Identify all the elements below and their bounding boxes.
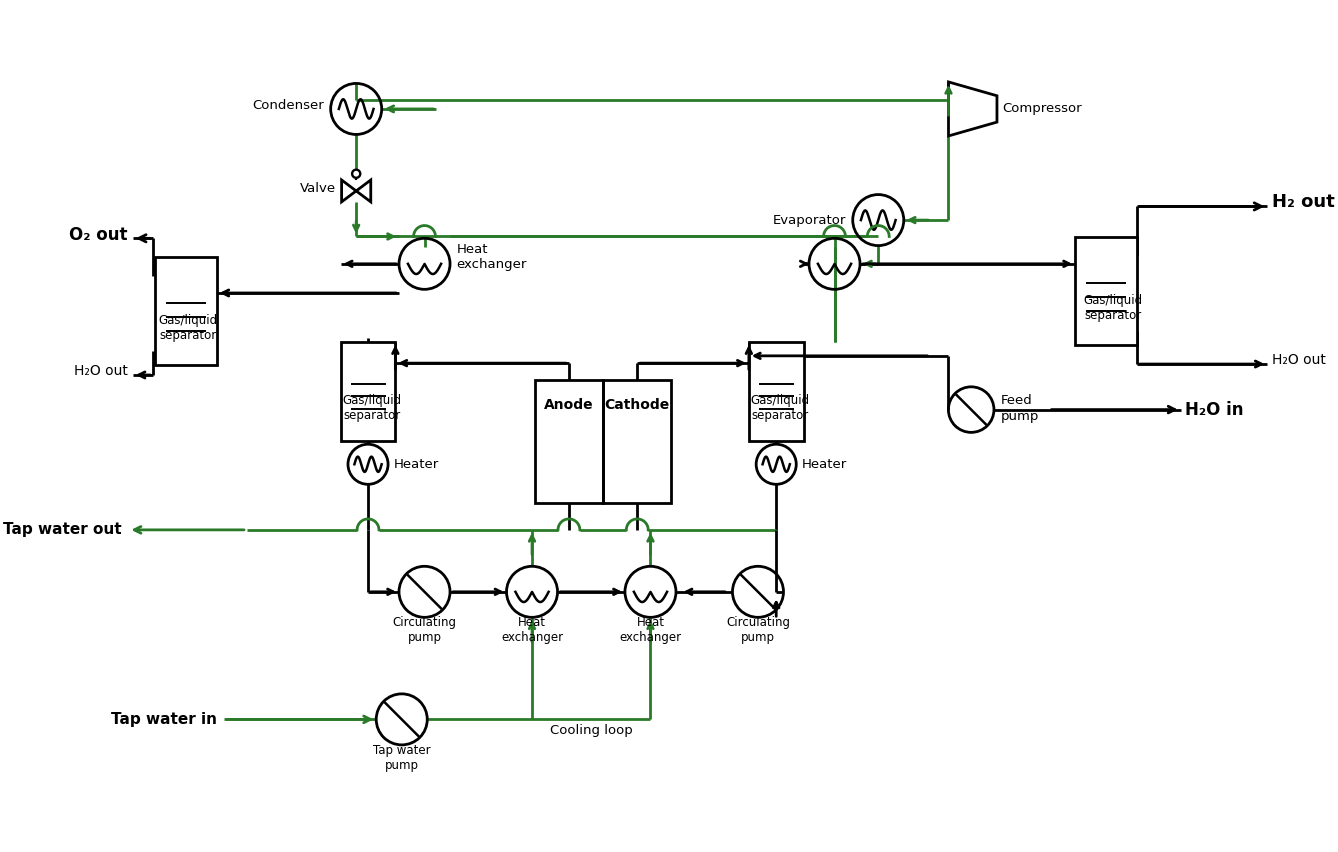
Text: Tap water in: Tap water in (111, 712, 217, 727)
Text: O₂ out: O₂ out (70, 226, 127, 244)
Text: Cooling loop: Cooling loop (550, 724, 633, 737)
Text: H₂O out: H₂O out (74, 365, 127, 378)
Text: Condenser: Condenser (253, 99, 324, 112)
Text: Cathode: Cathode (605, 398, 670, 412)
Text: Feed: Feed (1001, 394, 1032, 407)
Bar (1074, 238, 1137, 345)
Text: Heater: Heater (801, 458, 847, 471)
Bar (341, 343, 395, 440)
Bar (155, 257, 217, 365)
Text: Circulating
pump: Circulating pump (392, 616, 456, 644)
Text: Compressor: Compressor (1002, 102, 1082, 115)
Text: Gas/liquid
separator: Gas/liquid separator (343, 394, 401, 422)
Text: Gas/liquid
separator: Gas/liquid separator (751, 394, 809, 422)
Text: Tap water
pump: Tap water pump (373, 744, 431, 772)
Text: Heater: Heater (393, 458, 439, 471)
Text: Heat
exchanger: Heat exchanger (456, 243, 527, 271)
Text: Circulating
pump: Circulating pump (727, 616, 789, 644)
Text: Evaporator: Evaporator (773, 214, 847, 227)
Text: pump: pump (1001, 411, 1038, 423)
Text: Tap water out: Tap water out (4, 522, 122, 538)
Text: Heat
exchanger: Heat exchanger (500, 616, 563, 644)
Text: Heat
exchanger: Heat exchanger (619, 616, 681, 644)
Text: H₂O out: H₂O out (1272, 354, 1326, 367)
Text: H₂O in: H₂O in (1185, 400, 1244, 418)
Text: Gas/liquid
separator: Gas/liquid separator (158, 314, 217, 342)
Text: Gas/liquid
separator: Gas/liquid separator (1084, 294, 1143, 321)
Bar (535, 379, 603, 503)
Bar (749, 343, 804, 440)
Text: H₂ out: H₂ out (1272, 193, 1334, 210)
Text: Valve: Valve (300, 181, 336, 195)
Text: Anode: Anode (545, 398, 594, 412)
Bar (603, 379, 672, 503)
